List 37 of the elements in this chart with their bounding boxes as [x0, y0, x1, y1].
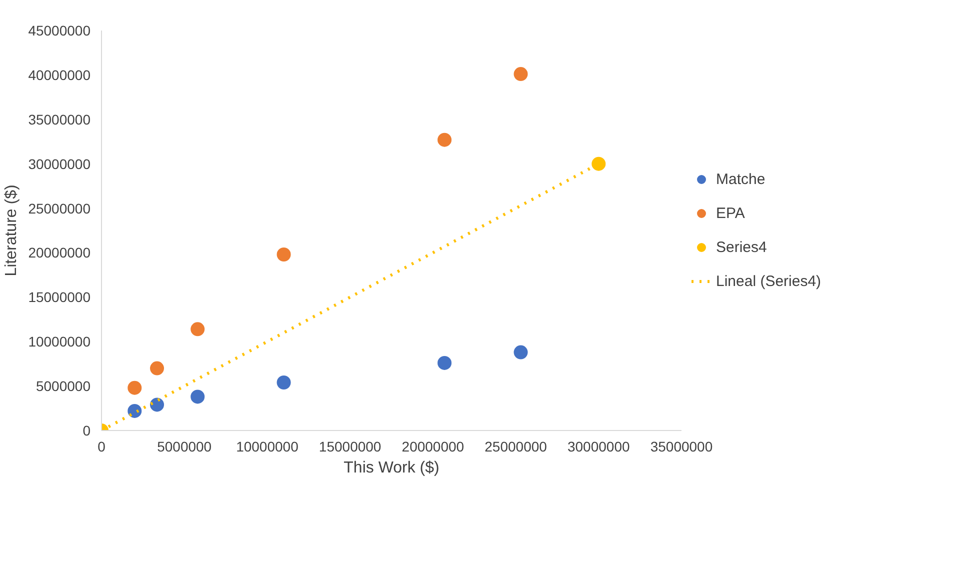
y-tick-label: 15000000	[28, 289, 91, 306]
point	[276, 248, 291, 262]
y-tick-label: 45000000	[28, 22, 91, 38]
point	[128, 404, 142, 418]
point	[190, 390, 205, 404]
y-tick-label: 25000000	[28, 200, 91, 216]
x-tick-label: 20000000	[402, 438, 464, 454]
point	[592, 156, 606, 171]
x-tick-label: 10000000	[236, 438, 299, 454]
y-tick-label: 35000000	[28, 111, 91, 128]
point	[128, 380, 142, 395]
y-tick-label: 10000000	[28, 334, 91, 350]
legend-label: EPA	[716, 204, 745, 222]
point	[438, 356, 452, 370]
y-tick-label: 20000000	[28, 244, 91, 261]
point	[190, 322, 205, 336]
y-tick-label: 30000000	[28, 156, 91, 172]
y-tick-label: 0	[82, 422, 91, 438]
point	[438, 132, 452, 147]
legend-label: Series4	[716, 238, 767, 256]
point	[514, 67, 528, 82]
y-tick-label: 5000000	[36, 378, 91, 394]
x-tick-label: 0	[98, 438, 106, 454]
x-axis-title: This Work ($)	[344, 460, 440, 476]
x-tick-label: 30000000	[568, 438, 630, 454]
point	[276, 376, 291, 390]
point	[150, 361, 164, 376]
x-tick-label: 35000000	[650, 438, 713, 454]
y-tick-label: 40000000	[28, 66, 91, 83]
x-tick-label: 5000000	[157, 438, 212, 454]
point	[150, 398, 164, 412]
y-axis-title: Literature ($)	[3, 184, 20, 276]
x-tick-label: 25000000	[484, 438, 548, 454]
x-tick-label: 15000000	[318, 438, 382, 454]
legend-label: Matche	[716, 170, 766, 188]
point	[514, 345, 528, 360]
legend-label: Lineal (Series4)	[716, 272, 822, 290]
